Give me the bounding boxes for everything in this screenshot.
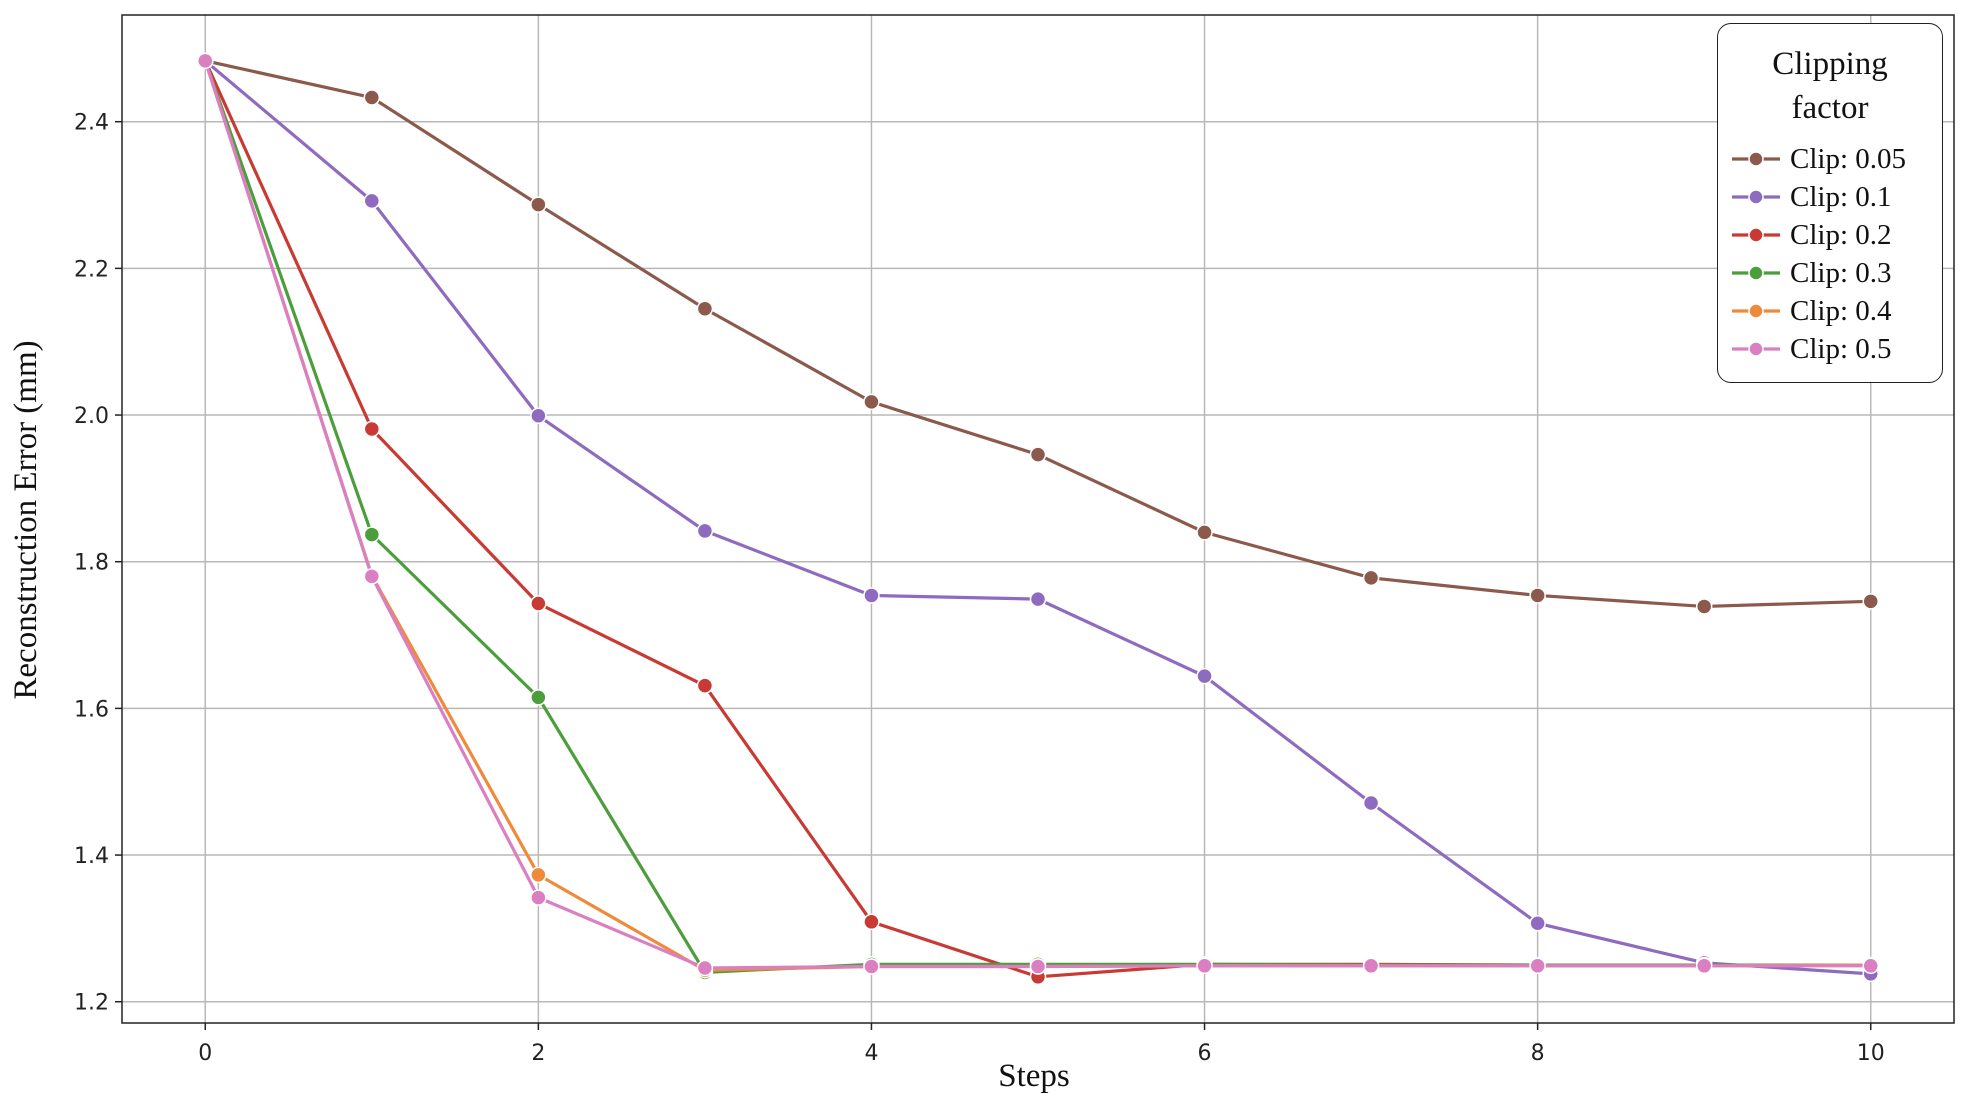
data-point — [863, 913, 880, 931]
legend-label: Clip: 0.3 — [1790, 256, 1892, 289]
legend-swatch — [1732, 265, 1780, 281]
data-point — [1362, 569, 1380, 587]
legend: Clipping factor Clip: 0.05 Clip: 0.1 Clip:… — [1717, 23, 1943, 383]
data-point — [1362, 794, 1380, 812]
y-tick-label: 1.8 — [74, 551, 109, 576]
legend-marker — [1748, 189, 1764, 205]
data-point — [1029, 590, 1047, 608]
plot-frame — [121, 14, 1955, 1024]
legend-marker — [1748, 341, 1764, 357]
data-point — [1529, 587, 1546, 604]
y-tick-label: 2.0 — [74, 404, 109, 429]
legend-label: Clip: 0.2 — [1790, 218, 1892, 251]
x-tick-label: 2 — [531, 1041, 545, 1066]
data-point — [1862, 957, 1879, 975]
data-point — [530, 866, 547, 884]
y-tick-label: 1.6 — [74, 697, 109, 722]
legend-swatch — [1732, 189, 1780, 205]
data-point — [1196, 524, 1213, 541]
y-tick-label: 1.2 — [74, 991, 109, 1016]
legend-marker — [1748, 265, 1764, 281]
data-point — [1862, 593, 1879, 610]
data-point — [863, 958, 880, 975]
data-point — [530, 196, 547, 213]
data-point — [863, 587, 880, 604]
data-point — [696, 522, 714, 540]
data-point — [363, 89, 381, 106]
data-point — [530, 595, 547, 612]
data-point — [1029, 958, 1047, 975]
x-tick-label: 6 — [1198, 1041, 1212, 1066]
legend-entry: Clip: 0.2 — [1718, 216, 1942, 254]
legend-swatch — [1732, 303, 1780, 319]
x-tick-label: 8 — [1531, 1041, 1545, 1066]
series-line — [204, 59, 1871, 609]
data-point — [1529, 915, 1546, 932]
data-point — [1362, 957, 1380, 975]
x-tick-label: 10 — [1857, 1041, 1885, 1066]
legend-label: Clip: 0.5 — [1790, 332, 1892, 365]
data-point — [1529, 957, 1546, 975]
data-point — [363, 568, 381, 585]
data-point — [1196, 957, 1213, 975]
data-point — [363, 526, 381, 543]
legend-marker — [1748, 303, 1764, 319]
data-point — [696, 300, 714, 317]
data-point — [363, 192, 381, 210]
legend-entry: Clip: 0.4 — [1718, 292, 1942, 330]
legend-label: Clip: 0.4 — [1790, 294, 1892, 327]
legend-swatch — [1732, 341, 1780, 357]
data-point — [530, 689, 547, 706]
data-point — [863, 393, 880, 411]
legend-entry: Clip: 0.5 — [1718, 330, 1942, 368]
legend-swatch — [1732, 227, 1780, 243]
data-point — [363, 420, 381, 438]
y-tick-label: 1.4 — [74, 844, 109, 869]
data-point — [1695, 957, 1713, 975]
data-point — [1029, 446, 1047, 463]
x-tick-label: 0 — [198, 1041, 212, 1066]
legend-marker — [1748, 227, 1764, 243]
y-axis-label: Reconstruction Error (mm) — [8, 340, 44, 699]
x-tick-label: 4 — [864, 1041, 878, 1066]
data-point — [696, 959, 714, 977]
data-point — [1196, 667, 1213, 685]
data-point — [197, 52, 214, 70]
series-line — [203, 60, 1871, 979]
legend-entry: Clip: 0.1 — [1718, 178, 1942, 216]
legend-marker — [1748, 151, 1764, 167]
data-point — [530, 889, 547, 906]
legend-entry: Clip: 0.05 — [1718, 140, 1942, 178]
data-point — [530, 407, 547, 425]
data-point — [696, 677, 714, 694]
y-tick-label: 2.2 — [74, 257, 109, 282]
x-axis-label: Steps — [998, 1058, 1070, 1094]
data-point — [1695, 598, 1713, 615]
legend-label: Clip: 0.05 — [1790, 142, 1907, 175]
y-tick-label: 2.4 — [74, 111, 109, 136]
legend-swatch — [1732, 151, 1780, 167]
legend-entry: Clip: 0.3 — [1718, 254, 1942, 292]
legend-title: Clipping factor — [1772, 46, 1888, 126]
legend-label: Clip: 0.1 — [1790, 180, 1892, 213]
